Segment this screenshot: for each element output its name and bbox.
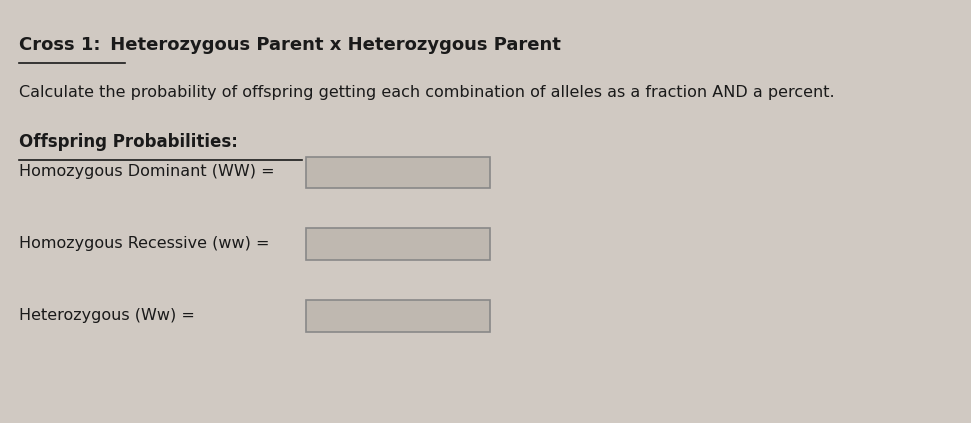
Text: Homozygous Dominant (WW) =: Homozygous Dominant (WW) =: [19, 164, 275, 179]
FancyBboxPatch shape: [306, 228, 490, 260]
Text: Homozygous Recessive (ww) =: Homozygous Recessive (ww) =: [19, 236, 270, 251]
Text: Heterozygous (Ww) =: Heterozygous (Ww) =: [19, 308, 195, 323]
Text: Heterozygous Parent x Heterozygous Parent: Heterozygous Parent x Heterozygous Paren…: [104, 36, 561, 54]
FancyBboxPatch shape: [306, 300, 490, 332]
Text: Cross 1:: Cross 1:: [19, 36, 101, 54]
Text: Offspring Probabilities:: Offspring Probabilities:: [19, 133, 238, 151]
FancyBboxPatch shape: [306, 157, 490, 188]
Text: Calculate the probability of offspring getting each combination of alleles as a : Calculate the probability of offspring g…: [19, 85, 835, 99]
